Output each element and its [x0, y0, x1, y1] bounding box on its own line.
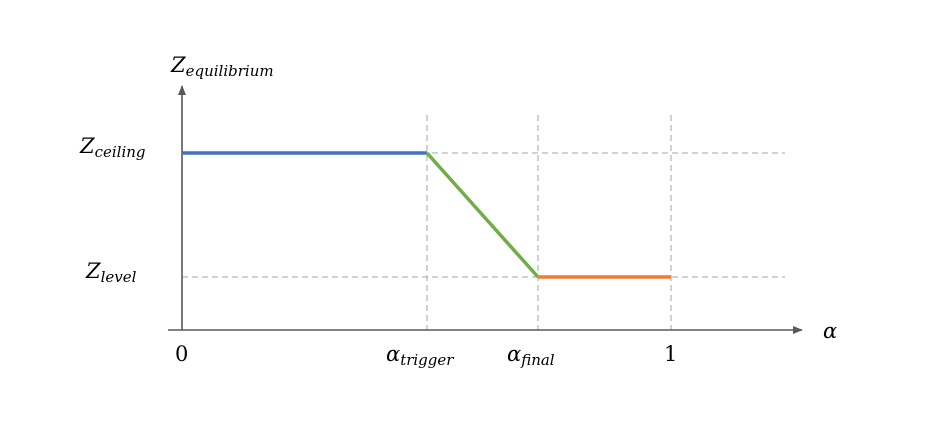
x-label-final: αfinal	[507, 342, 555, 369]
x-axis-title: α	[823, 319, 837, 343]
transition-segment	[425, 151, 540, 279]
y-axis-title: Zequilibrium	[170, 53, 274, 80]
x-label-one: 1	[664, 342, 677, 366]
y-label-ceiling: Zceiling	[79, 134, 146, 161]
x-label-zero: 0	[175, 342, 188, 366]
x-label-trigger: αtrigger	[386, 342, 454, 369]
y-label-level: Zlevel	[85, 259, 137, 286]
